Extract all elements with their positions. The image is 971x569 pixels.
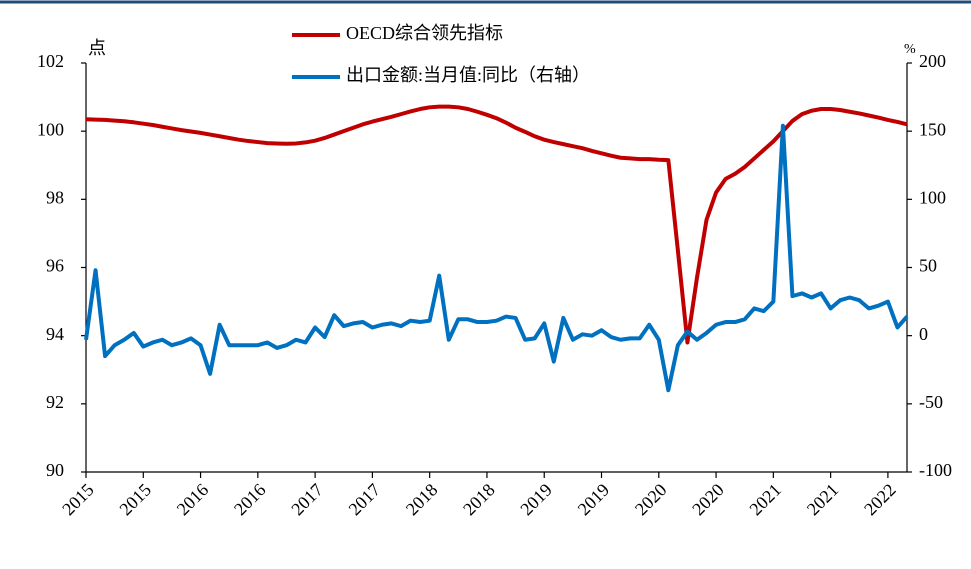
y-tick-label: 90 <box>46 460 64 480</box>
y2-tick-label: 50 <box>919 256 937 276</box>
y2-tick-label: 200 <box>919 51 946 71</box>
legend-label: 出口金额:当月值:同比（右轴） <box>346 65 590 85</box>
x-tick-label: 2016 <box>230 480 270 520</box>
y-tick-label: 94 <box>46 324 64 344</box>
x-tick-label: 2021 <box>803 480 843 520</box>
x-tick-label: 2021 <box>745 480 785 520</box>
y-tick-label: 100 <box>37 119 64 139</box>
y2-tick-label: 100 <box>919 187 946 207</box>
y2-axis-label: % <box>904 42 916 57</box>
x-tick-label: 2015 <box>58 480 98 520</box>
x-tick-label: 2020 <box>631 480 671 520</box>
x-tick-label: 2017 <box>345 480 385 520</box>
y-tick-label: 98 <box>46 187 64 207</box>
y-tick-label: 96 <box>46 256 64 276</box>
x-tick-label: 2018 <box>402 480 442 520</box>
y2-tick-label: 0 <box>919 324 928 344</box>
legend-label: OECD综合领先指标 <box>346 23 503 43</box>
x-tick-label: 2019 <box>516 480 556 520</box>
x-tick-label: 2020 <box>688 480 728 520</box>
y2-tick-label: -50 <box>919 392 943 412</box>
series-line <box>84 123 909 393</box>
y-tick-label: 92 <box>46 392 64 412</box>
x-tick-label: 2016 <box>173 480 213 520</box>
x-tick-label: 2019 <box>574 480 614 520</box>
y-tick-label: 102 <box>37 51 64 71</box>
y2-tick-label: -100 <box>919 460 952 480</box>
series-line <box>85 104 908 345</box>
y2-tick-label: 150 <box>919 119 946 139</box>
x-tick-label: 2018 <box>459 480 499 520</box>
x-tick-label: 2022 <box>860 480 900 520</box>
y-axis-label: 点 <box>88 38 106 58</box>
x-tick-label: 2015 <box>115 480 155 520</box>
x-tick-label: 2017 <box>287 480 327 520</box>
